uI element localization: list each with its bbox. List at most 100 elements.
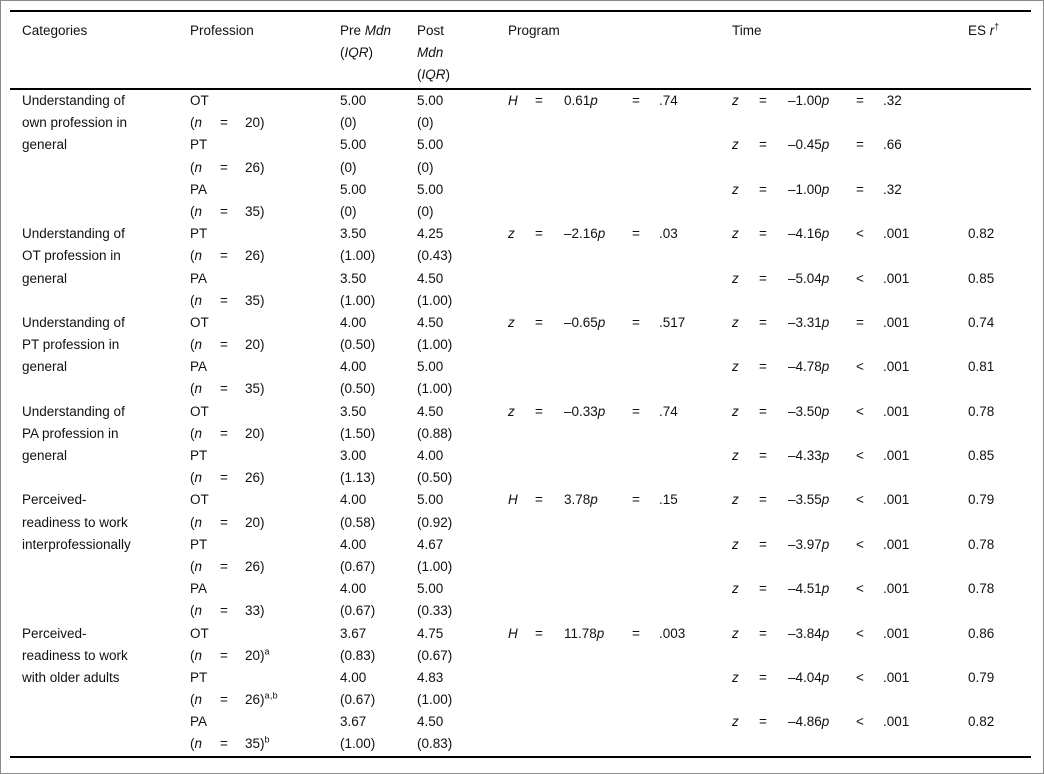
stat-symbol: z — [732, 270, 739, 286]
paren: ( — [190, 381, 195, 397]
p-symbol: p — [821, 625, 830, 641]
time-stat: z = –1.00p = .32 — [732, 90, 962, 112]
post-cell: 4.25 (0.43) 4.50 (1.00) — [417, 223, 508, 312]
pre-mdn: 5.00 — [340, 93, 367, 108]
category-group: Perceived-readiness to work interprofessi… — [10, 489, 1031, 622]
equals-sign: = — [220, 248, 228, 264]
es-cell: 0.79 0.78 0.78 — [962, 489, 1031, 622]
time-cell: z = –1.00p = .32 z = –0.45p = .66 z = –1.00p = .32 — [732, 90, 962, 223]
program-stat: H = 0.61p = .74 — [508, 90, 732, 112]
col-header-profession: Profession — [190, 22, 254, 38]
p-symbol: p — [597, 226, 606, 242]
p-value: .001 — [883, 492, 910, 508]
equals-sign: = — [759, 492, 767, 508]
category-group: Understanding of PT profession in general O… — [10, 312, 1031, 401]
time-cell: z = –3.55p < .001 z = –3.97p < .001 z = –4.51p < .001 — [732, 489, 962, 622]
col-header-es-r: ES r† — [962, 20, 1031, 88]
n-symbol: n — [194, 692, 203, 708]
n-open: (n — [190, 157, 220, 179]
post-iqr: (1.00) — [417, 558, 453, 574]
pre-iqr: (0.83) — [340, 647, 376, 663]
spacer — [968, 201, 1031, 223]
time-cell: z = –4.16p < .001 z = –5.04p < .001 — [732, 223, 962, 312]
profession-n: (n = 35)b — [190, 733, 340, 755]
program-stat: H = 11.78p = .003 — [508, 623, 732, 645]
p-value: .517 — [659, 314, 686, 330]
spacer — [968, 378, 1031, 400]
table-top-rule — [10, 10, 1031, 12]
table-body: Understanding of own profession in general… — [10, 90, 1031, 756]
paren: ( — [190, 736, 195, 752]
col-header-pre-mdn-iqr: Pre Mdn (IQR) — [340, 20, 417, 88]
p-relation: = — [632, 93, 640, 108]
p-relation: < — [856, 492, 864, 508]
equals-sign: = — [759, 448, 767, 463]
es-cell — [962, 90, 1031, 223]
equals-sign: = — [535, 226, 543, 242]
pre-mdn: 4.00 — [340, 536, 367, 552]
stat-symbol: H — [508, 93, 518, 108]
spacer — [732, 201, 962, 223]
paren: ( — [190, 692, 195, 708]
n-count: 26) — [245, 248, 265, 264]
n-open: (n — [190, 512, 220, 534]
n-count: 20) — [245, 514, 265, 530]
time-stat: z = –1.00p = .32 — [732, 179, 962, 201]
post-mdn: 4.50 — [417, 314, 444, 330]
pre-iqr: (0.67) — [340, 603, 376, 619]
equals-sign: = — [759, 226, 767, 242]
profession-n: (n = 35) — [190, 378, 340, 400]
p-value: .001 — [883, 226, 910, 242]
profession-name: OT — [190, 403, 209, 419]
category-cell: Perceived-readiness to work with older ad… — [10, 623, 190, 756]
category-line: Perceived- — [22, 492, 87, 508]
category-group: Perceived-readiness to work with older ad… — [10, 623, 1031, 756]
profession-cell: OT (n = 20)a PT (n = 26)a,b PA (n = 35)b — [190, 623, 340, 756]
n-count: 35) — [245, 381, 265, 397]
stat-number: –4.78 — [788, 359, 822, 375]
pre-mdn: 3.67 — [340, 714, 367, 730]
n-open: (n — [190, 112, 220, 134]
post-iqr: (1.00) — [417, 381, 453, 397]
stat-value: 3.78p — [564, 489, 632, 511]
post-iqr: (1.00) — [417, 337, 453, 353]
n-open: (n — [190, 378, 220, 400]
stat-symbol: z — [508, 403, 515, 419]
stat-number: –0.33 — [564, 403, 598, 419]
pre-iqr: (0) — [340, 203, 357, 219]
stat-number: –0.65 — [564, 314, 598, 330]
stat-number: –3.31 — [788, 314, 822, 330]
n-symbol: n — [194, 647, 203, 663]
p-symbol: p — [590, 93, 598, 108]
p-relation: = — [632, 314, 640, 330]
spacer — [732, 112, 962, 134]
pre-mdn: 4.00 — [340, 359, 367, 375]
profession-n: (n = 26)a,b — [190, 689, 340, 711]
es-value: 0.82 — [968, 714, 995, 730]
p-relation: < — [856, 581, 864, 597]
p-relation: < — [856, 625, 864, 641]
es-value: 0.79 — [968, 492, 995, 508]
post-iqr: (0) — [417, 159, 434, 175]
n-count: 20) — [245, 425, 265, 441]
category-line: own profession in — [22, 115, 128, 131]
stat-number: –4.51 — [788, 581, 822, 597]
stat-number: 3.78 — [564, 492, 591, 508]
p-relation: = — [632, 226, 640, 242]
post-cell: 4.50 (1.00) 5.00 (1.00) — [417, 312, 508, 401]
es-cell: 0.78 0.85 — [962, 401, 1031, 490]
stat-number: –4.33 — [788, 448, 822, 463]
time-cell: z = –3.50p < .001 z = –4.33p < .001 — [732, 401, 962, 490]
pre-mdn: 5.00 — [340, 137, 367, 153]
post-mdn: 4.67 — [417, 536, 444, 552]
p-symbol: p — [597, 314, 606, 330]
pre-iqr: (1.13) — [340, 470, 376, 486]
n-open: (n — [190, 290, 220, 312]
spacer — [968, 334, 1031, 356]
time-stat: z = –3.84p < .001 — [732, 623, 962, 645]
category-line: general — [22, 270, 68, 286]
es-value: 0.82 — [968, 226, 995, 242]
post-cell: 5.00 (0) 5.00 (0) 5.00 (0) — [417, 90, 508, 223]
profession-name: PT — [190, 137, 208, 153]
n-symbol: n — [194, 292, 203, 308]
